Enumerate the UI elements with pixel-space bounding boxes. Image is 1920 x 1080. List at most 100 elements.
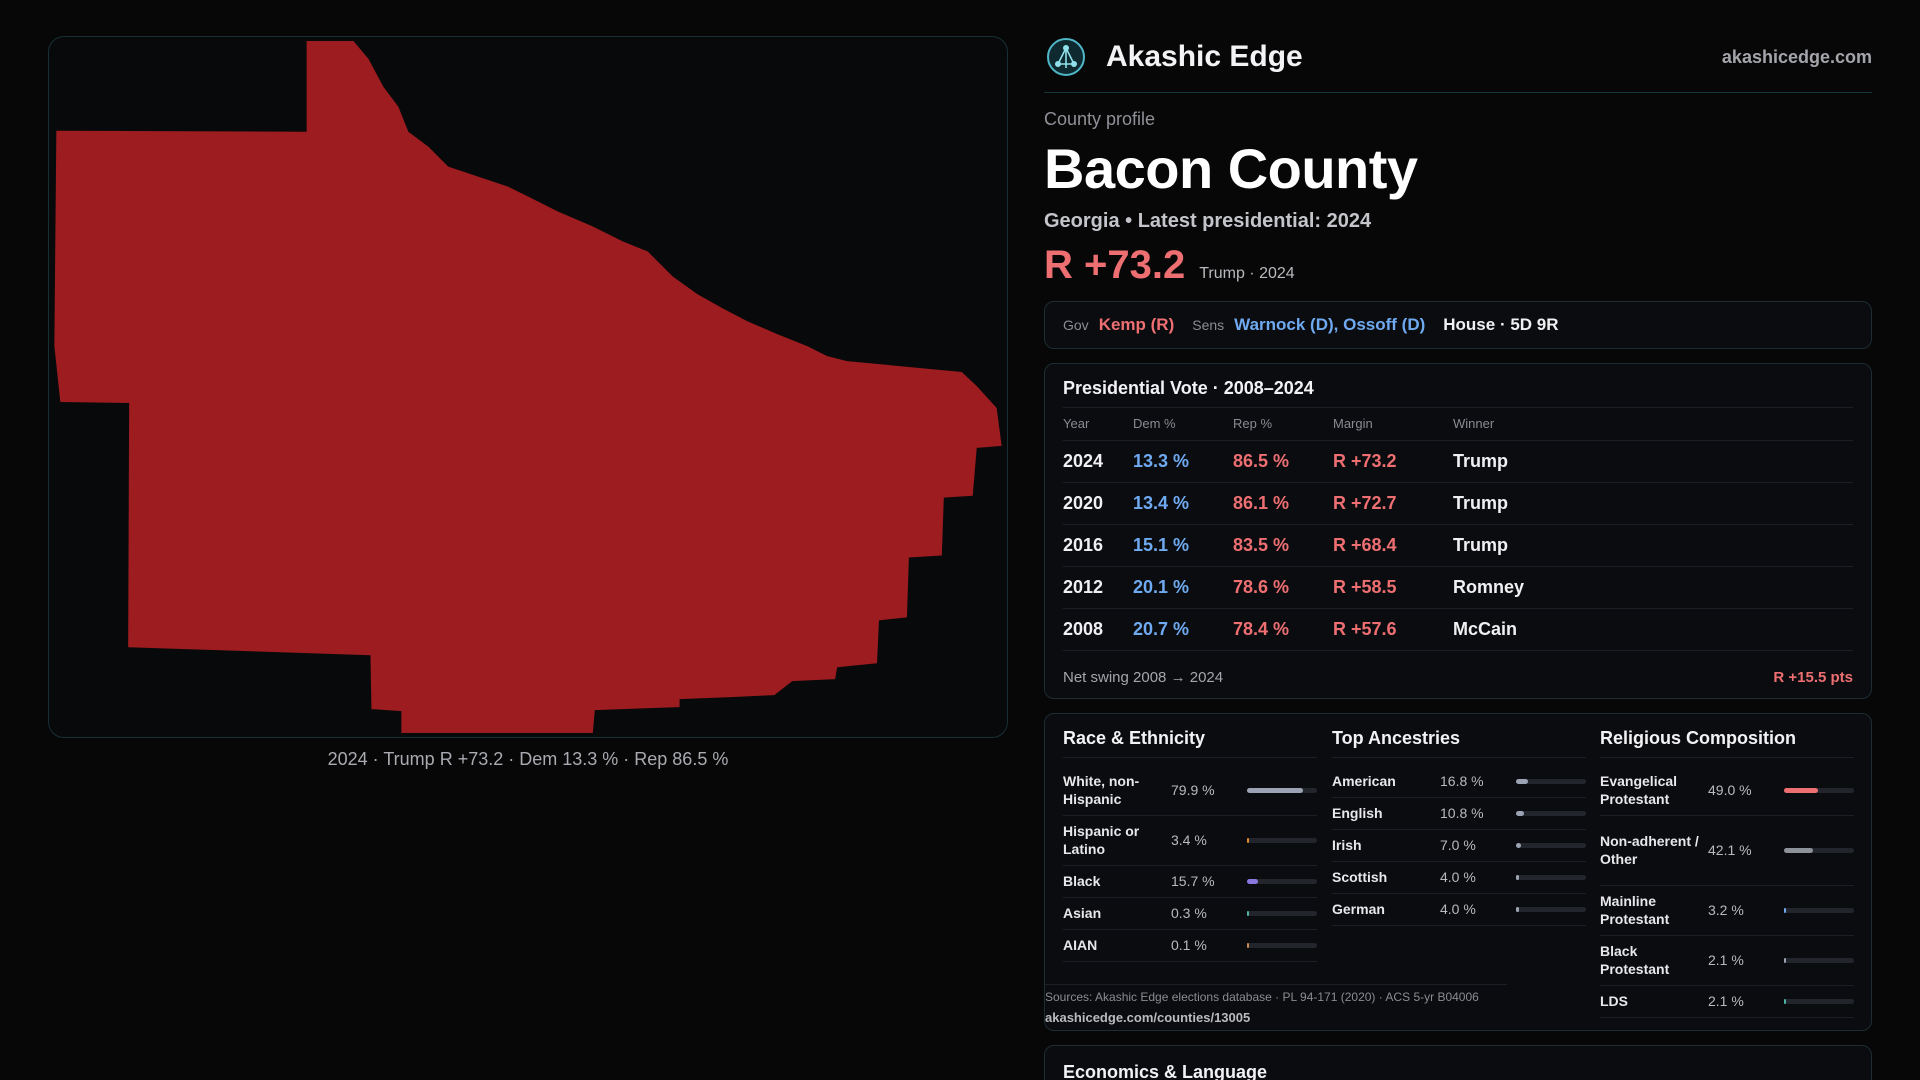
percent-bar	[1516, 810, 1586, 816]
cell-rep: 86.1 %	[1233, 482, 1333, 525]
county-shape-svg	[54, 40, 1002, 734]
percent-bar-fill	[1516, 810, 1524, 816]
item-percent: 0.1 %	[1171, 937, 1207, 954]
item-name: Black	[1063, 873, 1101, 889]
radial-network-icon[interactable]	[1046, 37, 1086, 77]
religion-title: Religious Composition	[1600, 728, 1854, 758]
percent-bar-fill	[1784, 998, 1786, 1004]
table-row[interactable]: 2020 13.4 % 86.1 % R +72.7 Trump	[1063, 482, 1853, 525]
list-item[interactable]: Irish 7.0 %	[1332, 830, 1586, 862]
list-item[interactable]: Black Protestant 2.1 %	[1600, 936, 1854, 986]
county-map[interactable]	[48, 36, 1008, 738]
cell-year: 2024	[1063, 440, 1133, 483]
list-item[interactable]: Non-adherent / Other 42.1 %	[1600, 816, 1854, 886]
percent-bar	[1247, 837, 1317, 843]
ancestry-title: Top Ancestries	[1332, 728, 1586, 758]
gov-value: Kemp (R)	[1098, 314, 1175, 334]
item-name: Irish	[1332, 837, 1362, 853]
cell-dem: 13.3 %	[1133, 440, 1233, 483]
map-caption: 2024 · Trump R +73.2 · Dem 13.3 % · Rep …	[327, 749, 729, 769]
percent-bar-fill	[1784, 847, 1814, 853]
table-row[interactable]: 2008 20.7 % 78.4 % R +57.6 McCain	[1063, 608, 1853, 651]
percent-bar-fill	[1784, 907, 1787, 913]
list-item[interactable]: Hispanic or Latino 3.4 %	[1063, 816, 1317, 866]
list-item[interactable]: White, non-Hispanic 79.9 %	[1063, 766, 1317, 816]
list-item[interactable]: English 10.8 %	[1332, 798, 1586, 830]
economics-title: Economics & Language	[1063, 1061, 1268, 1080]
percent-bar-fill	[1247, 837, 1250, 843]
page-subtitle: Georgia • Latest presidential: 2024	[1044, 209, 1372, 232]
item-name: Black Protestant	[1600, 942, 1670, 978]
item-name: American	[1332, 773, 1396, 789]
presidential-vote-card: Presidential Vote · 2008–2024 Year Dem %…	[1044, 362, 1872, 699]
list-item[interactable]: LDS 2.1 %	[1600, 986, 1854, 1018]
percent-bar-fill	[1247, 910, 1249, 916]
col-rep: Rep %	[1233, 406, 1333, 441]
list-item[interactable]: American 16.8 %	[1332, 766, 1586, 798]
page-eyebrow: County profile	[1044, 109, 1156, 129]
col-dem: Dem %	[1133, 406, 1233, 441]
percent-bar-fill	[1247, 942, 1249, 948]
cell-year: 2020	[1063, 482, 1133, 525]
cell-year: 2016	[1063, 524, 1133, 567]
item-percent: 7.0 %	[1440, 837, 1476, 854]
net-swing: Net swing 2008 → 2024 R +15.5 pts	[1063, 669, 1853, 686]
table-row[interactable]: 2012 20.1 % 78.6 % R +58.5 Romney	[1063, 566, 1853, 609]
cell-margin: R +68.4	[1333, 524, 1453, 567]
brand-url-link[interactable]: akashicedge.com	[1721, 46, 1872, 67]
item-name: German	[1332, 901, 1385, 917]
percent-bar	[1516, 842, 1586, 848]
sources-divider	[1045, 983, 1507, 985]
list-item[interactable]: Mainline Protestant 3.2 %	[1600, 886, 1854, 936]
list-item[interactable]: AIAN 0.1 %	[1063, 930, 1317, 962]
demographics-card: Race & Ethnicity White, non-Hispanic 79.9…	[1044, 712, 1872, 1031]
sources-text: Sources: Akashic Edge elections database…	[1045, 989, 1479, 1004]
list-item[interactable]: Scottish 4.0 %	[1332, 862, 1586, 894]
percent-bar	[1247, 942, 1317, 948]
cell-year: 2008	[1063, 608, 1133, 651]
percent-bar-fill	[1516, 906, 1519, 912]
ancestries-column: Top Ancestries American 16.8 % English 10.8…	[1332, 728, 1586, 926]
net-swing-value: R +15.5 pts	[1773, 668, 1853, 686]
item-name: Asian	[1063, 905, 1102, 921]
item-name: White, non-Hispanic	[1063, 772, 1140, 808]
brand-name[interactable]: Akashic Edge	[1106, 40, 1303, 73]
margin-subtitle: Trump · 2024	[1199, 264, 1295, 282]
percent-bar-fill	[1784, 957, 1786, 963]
item-name: English	[1332, 805, 1383, 821]
item-name: Scottish	[1332, 869, 1388, 885]
item-percent: 3.4 %	[1171, 832, 1207, 849]
percent-bar-fill	[1247, 787, 1303, 793]
county-shape[interactable]	[54, 40, 1002, 734]
cell-rep: 78.4 %	[1233, 608, 1333, 651]
cell-margin: R +73.2	[1333, 440, 1453, 483]
page-title: Bacon County	[1044, 137, 1418, 200]
percent-bar	[1247, 878, 1317, 884]
officials-bar: Gov Kemp (R) Sens Warnock (D), Ossoff (D…	[1044, 300, 1872, 349]
col-winner: Winner	[1453, 406, 1853, 441]
percent-bar	[1516, 874, 1586, 880]
list-item[interactable]: German 4.0 %	[1332, 894, 1586, 926]
item-percent: 2.1 %	[1708, 993, 1744, 1010]
cell-winner: Romney	[1453, 566, 1853, 609]
net-swing-label: Net swing 2008 → 2024	[1063, 668, 1224, 686]
percent-bar-fill	[1516, 874, 1519, 880]
item-name: AIAN	[1063, 937, 1098, 953]
cell-dem: 13.4 %	[1133, 482, 1233, 525]
table-row[interactable]: 2024 13.3 % 86.5 % R +73.2 Trump	[1063, 440, 1853, 483]
list-item[interactable]: Black 15.7 %	[1063, 866, 1317, 898]
list-item[interactable]: Asian 0.3 %	[1063, 898, 1317, 930]
percent-bar-fill	[1516, 842, 1521, 848]
table-row[interactable]: 2016 15.1 % 83.5 % R +68.4 Trump	[1063, 524, 1853, 567]
percent-bar	[1247, 787, 1317, 793]
item-percent: 42.1 %	[1708, 842, 1752, 859]
item-percent: 49.0 %	[1708, 782, 1752, 799]
item-percent: 2.1 %	[1708, 952, 1744, 969]
list-item[interactable]: Evangelical Protestant 49.0 %	[1600, 766, 1854, 816]
col-year: Year	[1063, 406, 1133, 441]
source-url-link[interactable]: akashicedge.com/counties/13005	[1045, 1009, 1251, 1025]
cell-margin: R +58.5	[1333, 566, 1453, 609]
cell-winner: Trump	[1453, 524, 1853, 567]
cell-rep: 78.6 %	[1233, 566, 1333, 609]
latest-margin: R +73.2 Trump · 2024	[1044, 245, 1872, 285]
